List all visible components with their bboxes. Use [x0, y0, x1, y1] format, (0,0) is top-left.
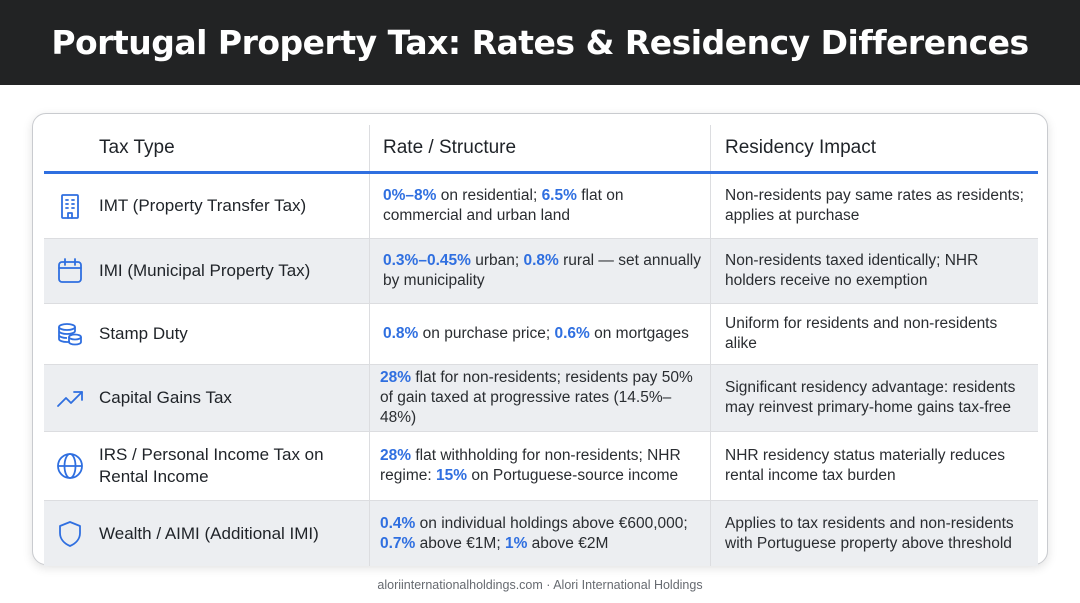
- table-row: Stamp Duty 0.8% on purchase price; 0.6% …: [44, 304, 1038, 365]
- tax-type-label: IRS / Personal Income Tax on Rental Inco…: [99, 445, 324, 486]
- tax-type-label: IMT (Property Transfer Tax): [99, 196, 307, 215]
- tax-type-label: Capital Gains Tax: [99, 388, 232, 407]
- rate-text: 0.3%–0.45% urban; 0.8% rural — set annua…: [383, 251, 702, 291]
- table-row: IMI (Municipal Property Tax) 0.3%–0.45% …: [44, 239, 1038, 304]
- tax-type-label: IMI (Municipal Property Tax): [99, 261, 311, 280]
- residency-text: Significant residency advantage: residen…: [725, 379, 1016, 416]
- tax-table-card: Tax Type Rate / Structure Residency Impa…: [32, 113, 1048, 566]
- footer-credit: aloriinternationalholdings.com · Alori I…: [377, 578, 703, 592]
- rate-segment: on individual holdings above €600,000;: [415, 514, 688, 532]
- rate-segment: flat withholding for non-residents; NHR …: [380, 447, 681, 484]
- rate-segment: flat on commercial and urban land: [383, 187, 624, 224]
- rate-segment: above €2M: [527, 534, 609, 552]
- table-row: IMT (Property Transfer Tax) 0%–8% on res…: [44, 174, 1038, 239]
- rate-figure: 1%: [504, 534, 528, 552]
- page-title: Portugal Property Tax: Rates & Residency…: [51, 23, 1029, 62]
- rate-text: 0%–8% on residential; 6.5% flat on comme…: [383, 186, 702, 226]
- rate-segment: flat for non-residents; residents pay 50…: [380, 369, 693, 426]
- rate-figure: 0.4%: [380, 514, 416, 532]
- rate-text: 28% flat for non-residents; residents pa…: [380, 368, 702, 428]
- globe-icon: [55, 451, 85, 481]
- building-icon: [55, 191, 85, 221]
- tax-type-label: Stamp Duty: [99, 324, 188, 343]
- rate-figure: 15%: [436, 467, 468, 484]
- column-header-rate: Rate / Structure: [370, 125, 711, 171]
- rate-figure: 6.5%: [541, 187, 577, 204]
- shield-icon: [55, 519, 85, 549]
- column-header-residency: Residency Impact: [725, 137, 877, 158]
- rate-segment: rural — set annually by municipality: [383, 252, 701, 289]
- rate-figure: 0.7%: [380, 534, 416, 552]
- tax-type-label: Wealth / AIMI (Additional IMI): [99, 523, 319, 543]
- rate-text: 0.4% on individual holdings above €600,0…: [380, 514, 702, 554]
- coins-icon: [55, 319, 85, 349]
- table-row: IRS / Personal Income Tax on Rental Inco…: [44, 432, 1038, 501]
- rate-text: 0.8% on purchase price; 0.6% on mortgage…: [383, 324, 689, 344]
- rate-figure: 28%: [380, 447, 412, 464]
- rate-text: 28% flat withholding for non-residents; …: [380, 446, 702, 486]
- table-body: IMT (Property Transfer Tax) 0%–8% on res…: [44, 174, 1038, 566]
- residency-text: NHR residency status materially reduces …: [725, 447, 1005, 484]
- rate-figure: 0.8%: [383, 325, 419, 342]
- trending-up-icon: [55, 383, 85, 413]
- rate-segment: on purchase price;: [418, 325, 555, 342]
- rate-figure: 0.8%: [523, 252, 559, 269]
- column-header-tax-type: Tax Type: [44, 125, 370, 171]
- rate-segment: on residential;: [436, 187, 542, 204]
- rate-segment: on mortgages: [589, 325, 689, 342]
- rate-segment: urban;: [470, 252, 524, 269]
- residency-text: Uniform for residents and non-residents …: [725, 315, 998, 352]
- rate-figure: 0.3%–0.45%: [383, 252, 471, 269]
- calendar-icon: [55, 256, 85, 286]
- rate-figure: 28%: [380, 369, 412, 386]
- residency-text: Applies to tax residents and non-residen…: [725, 514, 1014, 552]
- rate-segment: above €1M;: [415, 534, 505, 552]
- residency-text: Non-residents taxed identically; NHR hol…: [725, 252, 979, 289]
- table-row: Capital Gains Tax 28% flat for non-resid…: [44, 365, 1038, 432]
- table-header: Tax Type Rate / Structure Residency Impa…: [44, 125, 1038, 174]
- table-row: Wealth / AIMI (Additional IMI) 0.4% on i…: [44, 501, 1038, 566]
- residency-text: Non-residents pay same rates as resident…: [725, 187, 1024, 224]
- title-bar: Portugal Property Tax: Rates & Residency…: [0, 0, 1080, 85]
- rate-segment: on Portuguese-source income: [467, 467, 679, 484]
- rate-figure: 0.6%: [554, 325, 590, 342]
- rate-figure: 0%–8%: [383, 187, 437, 204]
